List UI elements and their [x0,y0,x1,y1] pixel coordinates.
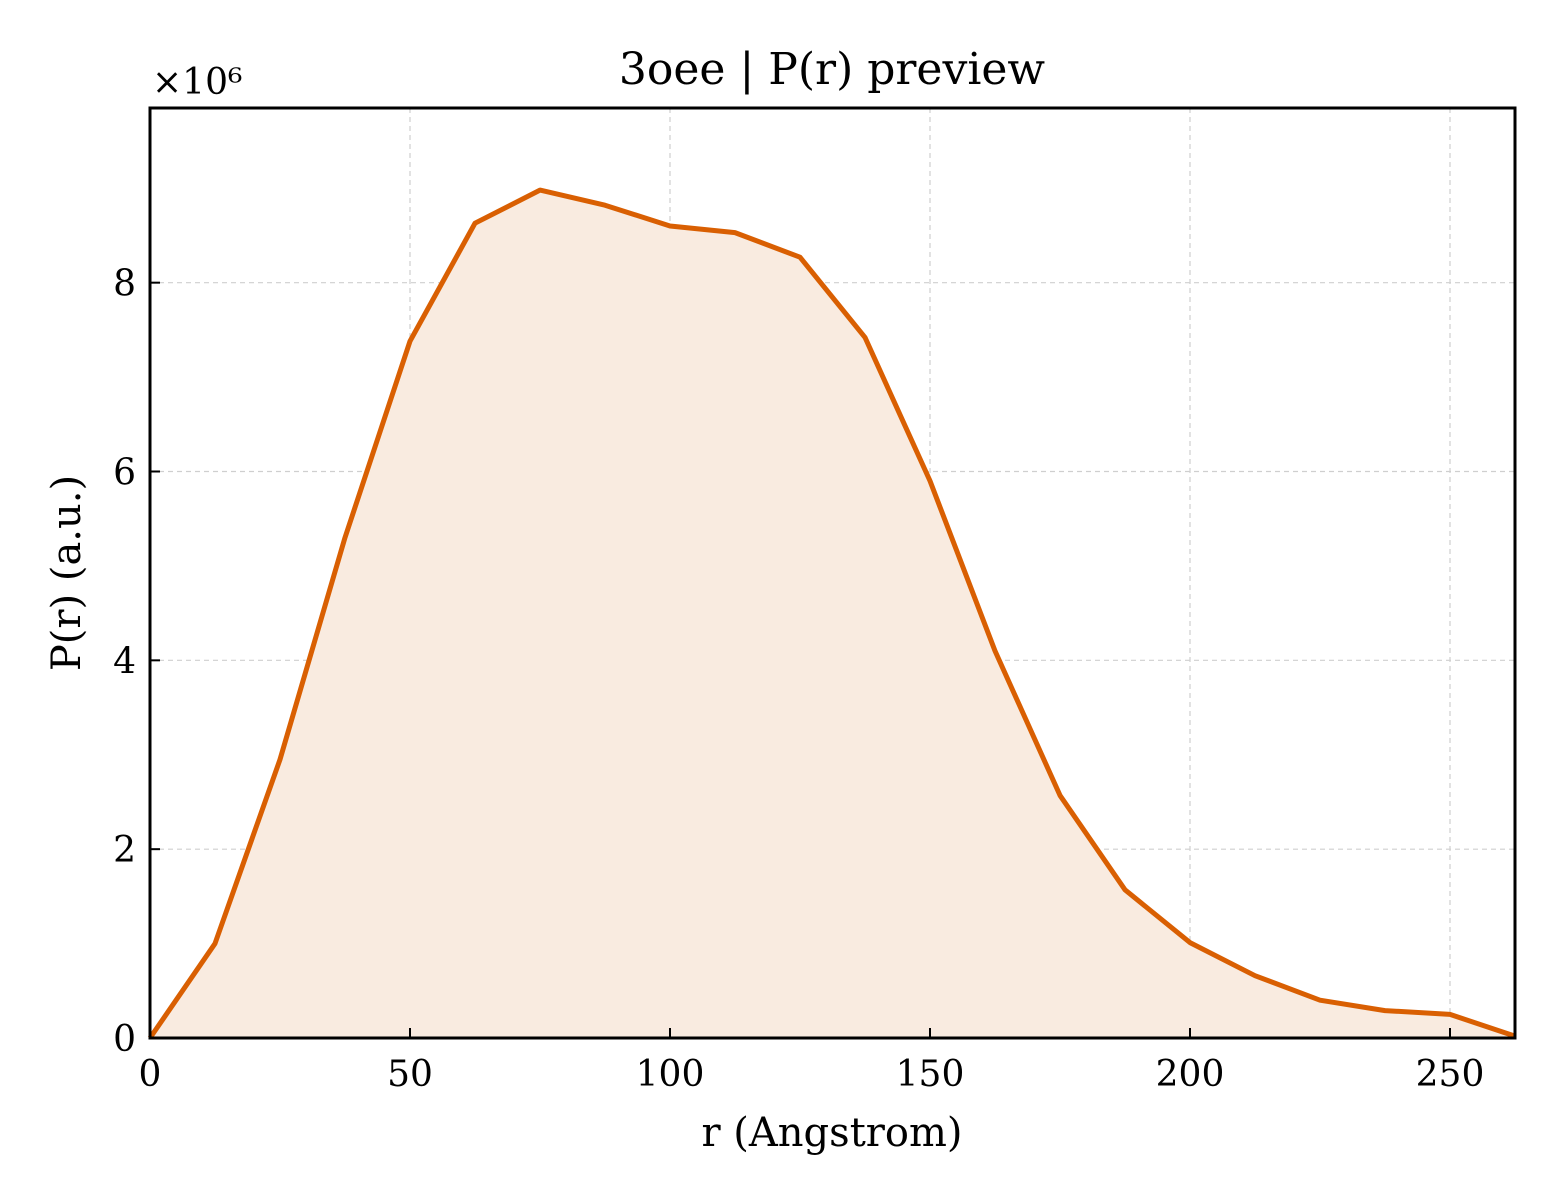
pr-area-fill [150,190,1515,1039]
y-tick-label: 8 [113,264,136,305]
ticks-layer: 0 50 100 150 200 250 0 2 4 6 8 [113,264,1484,1095]
x-tick-label: 0 [139,1054,162,1095]
pr-series-line [147,187,1516,1040]
x-axis-label: r (Angstrom) [701,1110,962,1156]
x-tick-label: 150 [896,1054,965,1095]
x-tick-label: 50 [387,1054,433,1095]
y-tick-label: 4 [113,641,136,682]
y-tick-label: 6 [113,453,136,494]
plot-frame [148,106,1517,1040]
y-multiplier-label: ×10⁶ [152,62,242,103]
x-tick-label: 100 [636,1054,705,1095]
y-tick-label: 2 [113,830,136,871]
x-tick-label: 250 [1416,1054,1485,1095]
chart-title: 3oee | P(r) preview [619,44,1046,95]
y-tick-label: 0 [113,1019,136,1060]
x-tick-label: 200 [1156,1054,1225,1095]
y-axis-label: P(r) (a.u.) [44,475,90,671]
